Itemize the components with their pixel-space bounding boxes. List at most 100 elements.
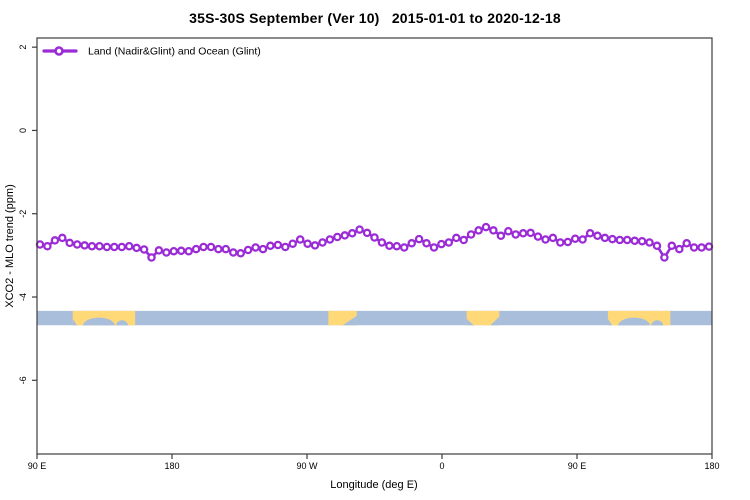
data-point xyxy=(489,226,498,235)
data-point xyxy=(414,234,424,244)
y-tick-label: -2 xyxy=(18,210,28,218)
data-point xyxy=(169,246,179,256)
data-point xyxy=(637,236,647,246)
data-point xyxy=(630,236,639,246)
x-tick-label: 90 W xyxy=(296,461,318,471)
data-point xyxy=(43,241,52,251)
data-point xyxy=(511,230,520,239)
data-point xyxy=(370,233,379,242)
data-point xyxy=(667,241,677,251)
data-point xyxy=(347,229,357,238)
land-ocean-band xyxy=(37,310,712,326)
data-point xyxy=(526,228,535,238)
x-axis-title: Longitude (deg E) xyxy=(330,479,417,491)
data-point xyxy=(362,228,372,238)
data-point xyxy=(191,244,201,254)
trend-line-series xyxy=(35,222,714,262)
data-point xyxy=(72,240,82,249)
data-point xyxy=(697,243,706,252)
data-point xyxy=(541,235,550,244)
y-tick-label: 0 xyxy=(18,128,28,133)
data-point xyxy=(199,242,208,252)
data-point xyxy=(399,243,409,252)
data-point xyxy=(548,233,558,243)
data-point xyxy=(236,249,245,258)
data-point xyxy=(110,242,119,252)
trend-line xyxy=(38,225,711,259)
ocean-strip xyxy=(37,310,712,326)
data-point xyxy=(50,236,60,245)
data-point xyxy=(318,238,327,247)
x-axis: 90 E 180 90 W 0 90 E 180 xyxy=(28,454,720,471)
data-point xyxy=(407,239,416,248)
x-tick-label: 180 xyxy=(704,461,719,471)
data-point xyxy=(288,239,297,248)
data-point xyxy=(139,245,149,254)
data-point xyxy=(184,246,193,256)
data-point xyxy=(622,235,632,245)
data-point xyxy=(377,238,387,247)
data-point xyxy=(556,238,565,247)
coastline-detail xyxy=(466,318,474,326)
data-point xyxy=(251,243,260,252)
data-point xyxy=(303,239,312,248)
coastline-detail xyxy=(607,318,613,326)
data-point xyxy=(80,241,89,250)
x-tick-label: 90 E xyxy=(28,461,47,471)
y-tick-label: -4 xyxy=(18,293,28,301)
data-point xyxy=(132,243,141,253)
data-point xyxy=(154,246,164,255)
coastline-detail xyxy=(651,320,664,326)
data-point xyxy=(570,234,580,243)
y-axis-title: XCO2 - MLO trend (ppm) xyxy=(4,184,16,307)
data-point xyxy=(704,242,714,251)
coastline-detail xyxy=(82,317,116,326)
data-point xyxy=(675,244,684,254)
x-tick-label: 90 E xyxy=(568,461,587,471)
data-point xyxy=(459,235,468,245)
data-point xyxy=(147,253,156,262)
data-point xyxy=(65,238,74,248)
data-point xyxy=(600,233,610,243)
y-tick-label: -6 xyxy=(18,376,28,384)
coastline-detail xyxy=(618,317,651,326)
data-point xyxy=(385,241,394,251)
data-point xyxy=(504,226,513,236)
legend-marker-icon xyxy=(54,46,64,56)
data-point xyxy=(117,242,127,252)
data-point xyxy=(333,232,342,242)
data-point xyxy=(452,233,461,243)
data-point xyxy=(87,241,97,251)
data-point xyxy=(645,238,654,247)
data-point xyxy=(474,226,483,235)
land-segment-africa xyxy=(466,310,500,326)
data-point xyxy=(585,229,595,238)
data-point xyxy=(615,235,625,245)
data-point xyxy=(689,243,699,252)
data-point xyxy=(563,237,573,247)
data-point xyxy=(273,240,283,250)
data-point xyxy=(481,222,491,232)
legend-label: Land (Nadir&Glint) and Ocean (Glint) xyxy=(88,46,261,58)
data-point xyxy=(214,244,223,254)
y-tick-label: 2 xyxy=(18,45,28,50)
data-point xyxy=(578,235,587,244)
data-point xyxy=(652,241,662,251)
data-point xyxy=(35,240,45,249)
plot-border xyxy=(36,37,713,455)
data-point xyxy=(660,253,669,262)
x-tick-label: 0 xyxy=(439,461,444,471)
data-point xyxy=(295,235,305,244)
data-point xyxy=(355,225,364,234)
x-tick-label: 180 xyxy=(164,461,179,471)
data-point xyxy=(266,241,275,251)
data-point xyxy=(243,245,253,255)
data-point xyxy=(310,241,320,250)
y-axis: 2 0 -2 -4 -6 xyxy=(18,45,37,384)
coastline-detail xyxy=(72,318,78,326)
data-point xyxy=(281,242,290,252)
data-point xyxy=(496,231,506,241)
data-point xyxy=(437,239,446,249)
